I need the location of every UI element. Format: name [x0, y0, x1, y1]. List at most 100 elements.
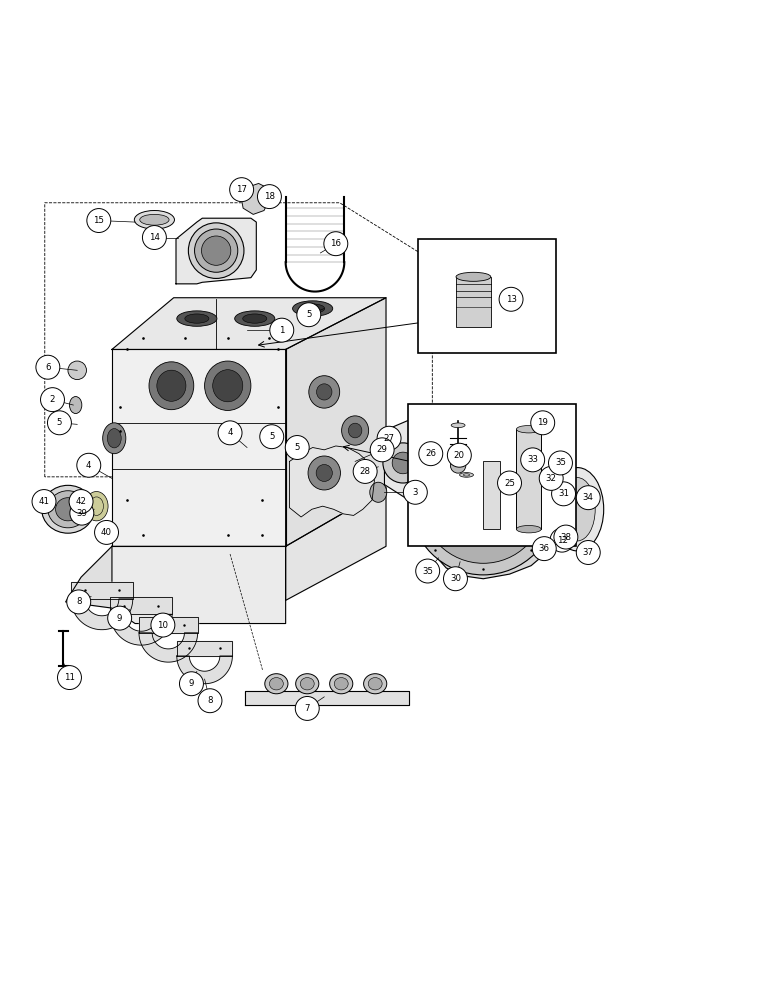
Polygon shape — [241, 183, 269, 214]
Circle shape — [107, 606, 131, 630]
Text: 36: 36 — [539, 544, 550, 553]
Ellipse shape — [516, 525, 541, 533]
Circle shape — [94, 520, 118, 544]
Ellipse shape — [300, 678, 314, 690]
Ellipse shape — [188, 223, 244, 278]
Text: 32: 32 — [546, 474, 557, 483]
Text: 15: 15 — [93, 216, 104, 225]
Ellipse shape — [560, 478, 595, 541]
Circle shape — [323, 232, 347, 256]
Circle shape — [447, 443, 471, 467]
Ellipse shape — [533, 475, 579, 536]
Circle shape — [151, 613, 174, 637]
Circle shape — [257, 185, 281, 209]
Text: 1: 1 — [279, 326, 285, 335]
Text: 31: 31 — [558, 489, 569, 498]
Ellipse shape — [42, 485, 94, 533]
Circle shape — [554, 525, 577, 549]
Text: 9: 9 — [117, 614, 122, 623]
Circle shape — [410, 428, 557, 575]
Text: 3: 3 — [412, 488, 418, 497]
Circle shape — [530, 411, 554, 435]
Text: 33: 33 — [527, 455, 538, 464]
Ellipse shape — [103, 423, 126, 454]
Text: 35: 35 — [422, 567, 433, 576]
Ellipse shape — [296, 674, 319, 694]
Circle shape — [392, 452, 414, 474]
Ellipse shape — [177, 311, 217, 326]
Text: 38: 38 — [560, 533, 571, 542]
Text: 12: 12 — [557, 536, 567, 545]
Text: 4: 4 — [86, 461, 92, 470]
Ellipse shape — [140, 214, 169, 225]
Ellipse shape — [317, 384, 332, 400]
Polygon shape — [176, 218, 256, 284]
Text: 9: 9 — [189, 679, 194, 688]
Circle shape — [383, 443, 423, 483]
Circle shape — [459, 477, 508, 526]
Polygon shape — [286, 298, 386, 546]
Ellipse shape — [212, 370, 242, 402]
Circle shape — [32, 490, 56, 514]
Polygon shape — [177, 641, 232, 656]
Circle shape — [520, 448, 544, 472]
Ellipse shape — [370, 482, 387, 502]
Text: 28: 28 — [360, 467, 371, 476]
Circle shape — [68, 361, 86, 380]
Ellipse shape — [107, 429, 121, 448]
Text: 17: 17 — [236, 185, 247, 194]
Ellipse shape — [516, 426, 541, 433]
Polygon shape — [112, 546, 286, 624]
Ellipse shape — [56, 498, 80, 521]
Text: 8: 8 — [207, 696, 213, 705]
Ellipse shape — [149, 362, 194, 410]
Text: 25: 25 — [504, 479, 515, 488]
Text: 30: 30 — [450, 574, 461, 583]
Ellipse shape — [456, 272, 491, 281]
Circle shape — [441, 459, 526, 544]
Circle shape — [418, 442, 443, 466]
Polygon shape — [110, 614, 172, 645]
Text: 13: 13 — [506, 295, 516, 304]
Bar — [418, 239, 556, 353]
Polygon shape — [139, 617, 198, 633]
Polygon shape — [71, 599, 133, 630]
Ellipse shape — [269, 678, 283, 690]
Text: 37: 37 — [583, 548, 594, 557]
Text: 5: 5 — [269, 432, 275, 441]
Polygon shape — [139, 633, 198, 662]
Circle shape — [270, 318, 293, 342]
Ellipse shape — [85, 492, 108, 521]
Circle shape — [422, 440, 545, 563]
Circle shape — [576, 486, 601, 510]
Ellipse shape — [242, 314, 267, 323]
Circle shape — [548, 451, 572, 475]
Text: 19: 19 — [537, 418, 548, 427]
Circle shape — [497, 471, 521, 495]
Text: 20: 20 — [454, 451, 465, 460]
Circle shape — [403, 480, 428, 504]
Circle shape — [142, 226, 167, 249]
Text: 27: 27 — [384, 434, 394, 443]
Text: 40: 40 — [101, 528, 112, 537]
Ellipse shape — [48, 491, 88, 528]
Circle shape — [370, 438, 394, 462]
Circle shape — [69, 501, 93, 525]
Text: 5: 5 — [56, 418, 63, 427]
Ellipse shape — [524, 468, 587, 543]
Ellipse shape — [341, 416, 368, 445]
Ellipse shape — [459, 473, 473, 477]
Ellipse shape — [308, 456, 340, 490]
Ellipse shape — [300, 304, 325, 313]
Text: 34: 34 — [583, 493, 594, 502]
Circle shape — [296, 303, 321, 327]
Circle shape — [588, 493, 598, 502]
Text: 16: 16 — [330, 239, 341, 248]
Circle shape — [551, 482, 575, 506]
Text: 26: 26 — [425, 449, 436, 458]
Circle shape — [57, 666, 81, 690]
Bar — [456, 277, 491, 327]
Circle shape — [450, 458, 466, 473]
Circle shape — [550, 528, 574, 552]
Text: 8: 8 — [76, 597, 82, 606]
